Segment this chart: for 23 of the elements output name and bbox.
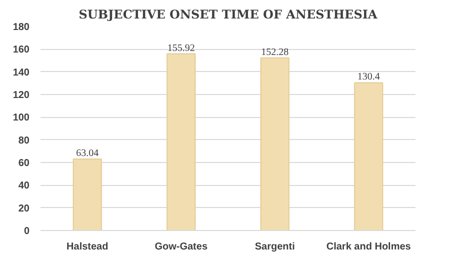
bar xyxy=(166,53,196,230)
y-tick-label: 160 xyxy=(12,44,30,56)
y-tick-label: 80 xyxy=(18,135,30,146)
y-tick-label: 140 xyxy=(12,67,30,78)
y-tick-label: 40 xyxy=(18,180,30,192)
y-tick-label: 20 xyxy=(18,203,30,214)
x-tick-label: Halstead xyxy=(66,242,108,252)
data-label: 155.92 xyxy=(167,42,195,54)
x-tick-label: Sargenti xyxy=(254,242,296,252)
x-tick-label: Gow-Gates xyxy=(154,242,208,252)
bar xyxy=(72,158,102,230)
bar xyxy=(260,57,290,230)
data-label: 152.28 xyxy=(261,46,289,58)
y-tick-label: 0 xyxy=(24,226,30,237)
chart-title: SUBJECTIVE ONSET TIME OF ANESTHESIA xyxy=(78,8,378,22)
y-tick-label: 60 xyxy=(18,158,30,169)
data-label: 130.4 xyxy=(357,72,380,83)
y-tick-label: 120 xyxy=(12,90,30,101)
bar xyxy=(354,82,384,230)
x-tick-label: Clark and Holmes xyxy=(326,242,412,252)
y-tick-label: 100 xyxy=(12,112,30,124)
y-tick-label: 180 xyxy=(12,22,30,33)
data-label: 63.04 xyxy=(76,148,99,160)
